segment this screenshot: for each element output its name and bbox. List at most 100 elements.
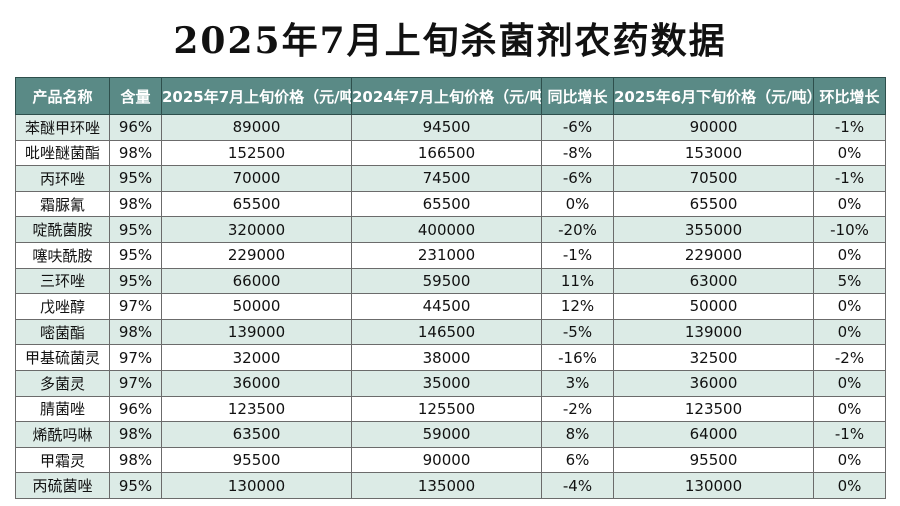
price-2025-jul-cell: 63500 (161, 421, 352, 448)
content-cell: 98% (109, 139, 162, 167)
mom-cell: 0% (813, 139, 886, 167)
product-name-cell: 吡唑醚菌酯 (15, 139, 110, 167)
table-row: 丙环唑 95% 70000 74500 -6% 70500 -1% (15, 165, 886, 192)
mom-cell: -10% (813, 216, 886, 243)
mom-cell: 0% (813, 446, 886, 474)
yoy-cell: 6% (541, 446, 614, 474)
product-name-cell: 丙硫菌唑 (15, 472, 110, 499)
price-2025-jul-cell: 123500 (161, 395, 352, 423)
yoy-cell: 11% (541, 267, 614, 295)
col-yoy-header: 同比增长 (541, 77, 614, 115)
content-cell: 95% (109, 165, 162, 192)
page-title: 2025年7月上旬杀菌剂农药数据 (173, 20, 727, 62)
price-2025-jun-cell: 355000 (613, 216, 814, 243)
col-price-2024-jul-header: 2024年7月上旬价格（元/吨） (351, 77, 542, 115)
yoy-cell: -1% (541, 241, 614, 269)
product-name-cell: 啶酰菌胺 (15, 216, 110, 243)
content-cell: 96% (109, 114, 162, 141)
yoy-cell: 3% (541, 369, 614, 397)
content-cell: 98% (109, 446, 162, 474)
price-2025-jul-cell: 130000 (161, 472, 352, 499)
price-2025-jun-cell: 36000 (613, 369, 814, 397)
content-cell: 95% (109, 241, 162, 269)
price-2024-jul-cell: 400000 (351, 216, 542, 243)
product-name-cell: 腈菌唑 (15, 395, 110, 423)
yoy-cell: -6% (541, 165, 614, 192)
content-cell: 97% (109, 344, 162, 371)
table-row: 多菌灵 97% 36000 35000 3% 36000 0% (15, 369, 886, 397)
price-2025-jul-cell: 32000 (161, 344, 352, 371)
mom-cell: 0% (813, 369, 886, 397)
price-2025-jul-cell: 89000 (161, 114, 352, 141)
table-row: 嘧菌酯 98% 139000 146500 -5% 139000 0% (15, 318, 886, 346)
content-cell: 97% (109, 293, 162, 320)
table-row: 噻呋酰胺 95% 229000 231000 -1% 229000 0% (15, 241, 886, 269)
price-2025-jun-cell: 32500 (613, 344, 814, 371)
yoy-cell: -16% (541, 344, 614, 371)
mom-cell: -2% (813, 344, 886, 371)
price-2024-jul-cell: 65500 (351, 190, 542, 218)
content-cell: 98% (109, 421, 162, 448)
price-2024-jul-cell: 94500 (351, 114, 542, 141)
table-row: 啶酰菌胺 95% 320000 400000 -20% 355000 -10% (15, 216, 886, 243)
product-name-cell: 丙环唑 (15, 165, 110, 192)
yoy-cell: -6% (541, 114, 614, 141)
yoy-cell: 12% (541, 293, 614, 320)
product-name-cell: 噻呋酰胺 (15, 241, 110, 269)
table-body: 苯醚甲环唑 96% 89000 94500 -6% 90000 -1% 吡唑醚菌酯 98% 152… (15, 114, 886, 499)
price-2025-jun-cell: 229000 (613, 241, 814, 269)
mom-cell: 0% (813, 241, 886, 269)
price-2025-jun-cell: 70500 (613, 165, 814, 192)
product-name-cell: 戊唑醇 (15, 293, 110, 320)
product-name-cell: 烯酰吗啉 (15, 421, 110, 448)
col-product-name-header: 产品名称 (15, 77, 110, 115)
price-2024-jul-cell: 38000 (351, 344, 542, 371)
yoy-cell: 0% (541, 190, 614, 218)
price-2024-jul-cell: 59500 (351, 267, 542, 295)
content-cell: 96% (109, 395, 162, 423)
content-cell: 95% (109, 216, 162, 243)
table-row: 霜脲氰 98% 65500 65500 0% 65500 0% (15, 190, 886, 218)
col-price-2025-jul-header: 2025年7月上旬价格（元/吨） (161, 77, 352, 115)
price-2024-jul-cell: 44500 (351, 293, 542, 320)
mom-cell: -1% (813, 421, 886, 448)
table-row: 烯酰吗啉 98% 63500 59000 8% 64000 -1% (15, 421, 886, 448)
price-2025-jun-cell: 153000 (613, 139, 814, 167)
price-2025-jun-cell: 90000 (613, 114, 814, 141)
product-name-cell: 苯醚甲环唑 (15, 114, 110, 141)
price-2025-jun-cell: 64000 (613, 421, 814, 448)
price-2024-jul-cell: 125500 (351, 395, 542, 423)
product-name-cell: 三环唑 (15, 267, 110, 295)
price-table: 产品名称 含量 2025年7月上旬价格（元/吨） 2024年7月上旬价格（元/吨） 同比… (15, 77, 886, 499)
mom-cell: 0% (813, 293, 886, 320)
yoy-cell: 8% (541, 421, 614, 448)
product-name-cell: 甲霜灵 (15, 446, 110, 474)
price-2025-jul-cell: 36000 (161, 369, 352, 397)
col-content-header: 含量 (109, 77, 162, 115)
price-2025-jul-cell: 320000 (161, 216, 352, 243)
mom-cell: 0% (813, 190, 886, 218)
price-2024-jul-cell: 90000 (351, 446, 542, 474)
price-2025-jul-cell: 65500 (161, 190, 352, 218)
yoy-cell: -20% (541, 216, 614, 243)
mom-cell: -1% (813, 165, 886, 192)
price-2024-jul-cell: 231000 (351, 241, 542, 269)
content-cell: 95% (109, 267, 162, 295)
col-mom-header: 环比增长 (813, 77, 886, 115)
product-name-cell: 嘧菌酯 (15, 318, 110, 346)
yoy-cell: -5% (541, 318, 614, 346)
product-name-cell: 甲基硫菌灵 (15, 344, 110, 371)
price-2025-jun-cell: 123500 (613, 395, 814, 423)
table-row: 吡唑醚菌酯 98% 152500 166500 -8% 153000 0% (15, 139, 886, 167)
price-2025-jul-cell: 70000 (161, 165, 352, 192)
mom-cell: 0% (813, 318, 886, 346)
mom-cell: 5% (813, 267, 886, 295)
header-row: 产品名称 含量 2025年7月上旬价格（元/吨） 2024年7月上旬价格（元/吨） 同比… (15, 77, 886, 115)
table-row: 三环唑 95% 66000 59500 11% 63000 5% (15, 267, 886, 295)
price-2025-jun-cell: 130000 (613, 472, 814, 499)
table-row: 苯醚甲环唑 96% 89000 94500 -6% 90000 -1% (15, 114, 886, 141)
price-2025-jul-cell: 229000 (161, 241, 352, 269)
table-row: 丙硫菌唑 95% 130000 135000 -4% 130000 0% (15, 472, 886, 499)
price-2025-jul-cell: 152500 (161, 139, 352, 167)
yoy-cell: -2% (541, 395, 614, 423)
